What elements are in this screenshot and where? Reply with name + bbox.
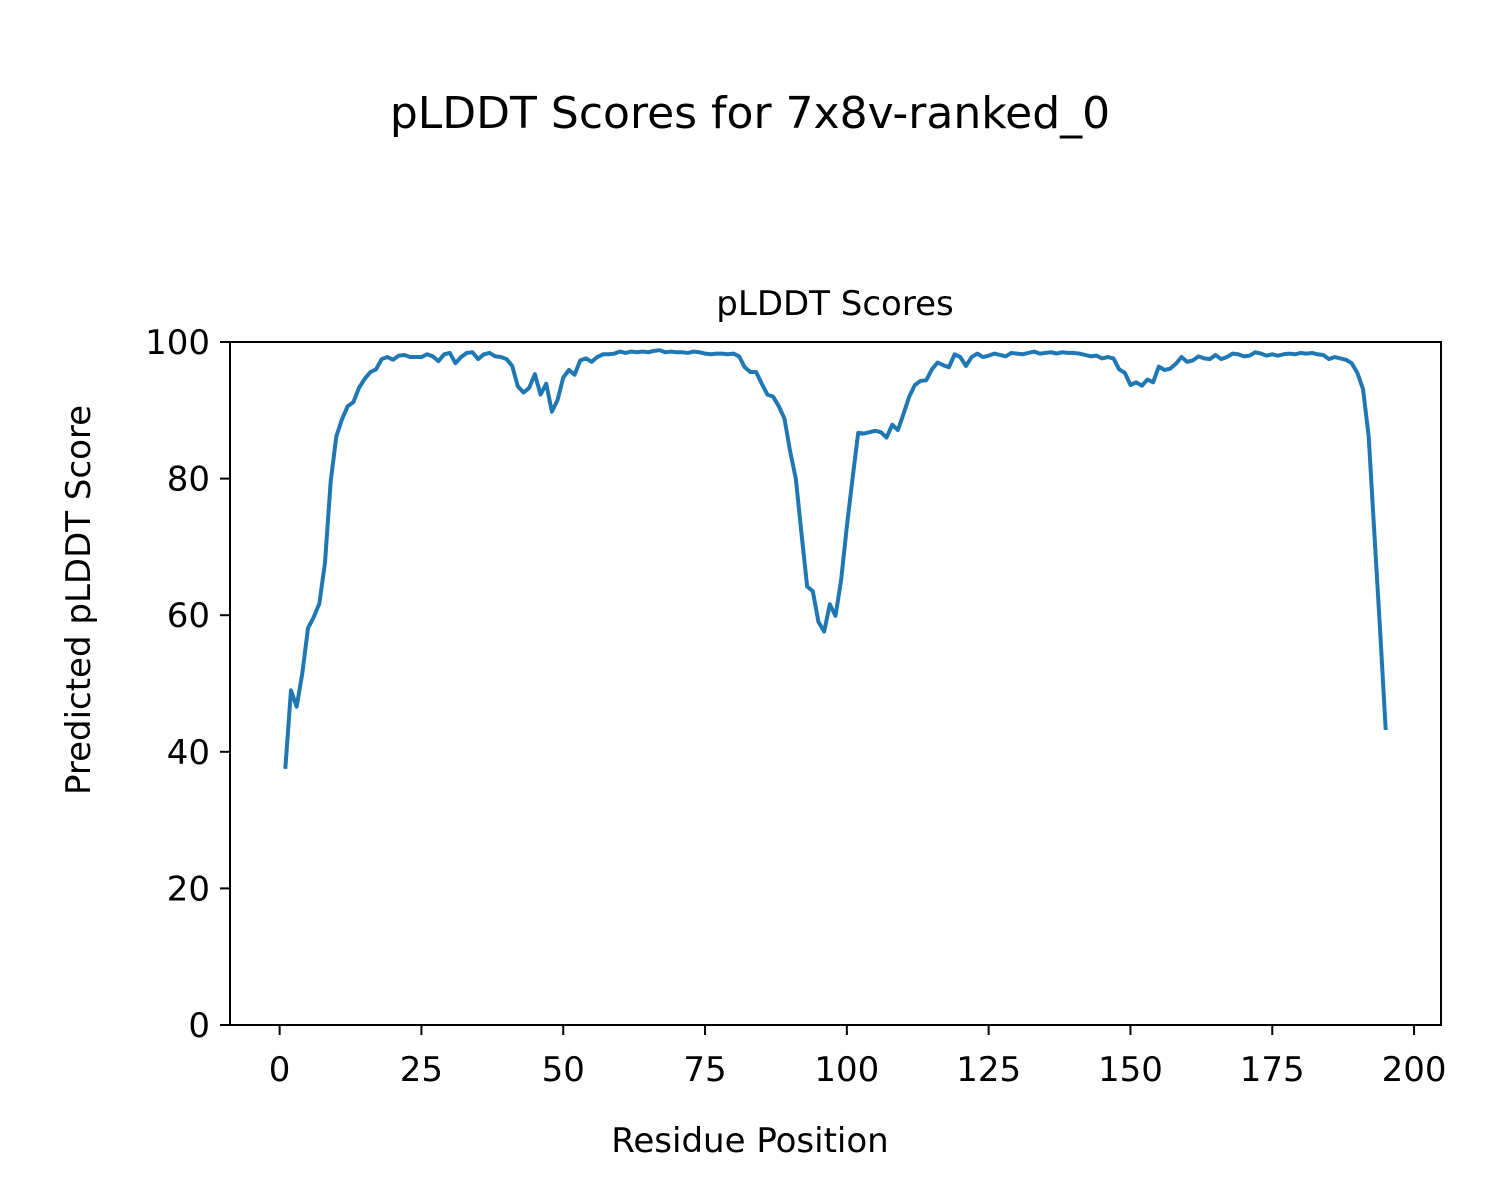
plddt-line [283,348,1388,770]
x-tick-label: 25 [400,1050,443,1090]
y-tick-label: 0 [188,1006,210,1046]
x-axis: 0 25 50 75 100 125 150 175 200 [269,1025,1447,1090]
x-tick-label: 200 [1382,1050,1447,1090]
x-tick-label: 175 [1240,1050,1305,1090]
x-axis-label: Residue Position [611,1121,888,1161]
plot-frame [229,341,1442,1026]
x-tick-label: 100 [814,1050,879,1090]
x-tick-label: 75 [683,1050,726,1090]
x-tick-label: 50 [542,1050,585,1090]
y-axis-label: Predicted pLDDT Score [59,405,99,795]
x-tick-label: 150 [1098,1050,1163,1090]
y-tick-label: 80 [167,460,210,500]
x-tick-label: 125 [956,1050,1021,1090]
y-tick-label: 40 [167,733,210,773]
figure-title: pLDDT Scores for 7x8v-ranked_0 [389,88,1111,139]
y-tick-label: 60 [167,596,210,636]
y-tick-label: 20 [167,869,210,909]
y-tick-label: 100 [145,323,210,363]
y-axis: 0 20 40 60 80 100 [145,323,230,1046]
chart-title: pLDDT Scores [716,284,953,324]
x-tick-label: 0 [269,1050,291,1090]
